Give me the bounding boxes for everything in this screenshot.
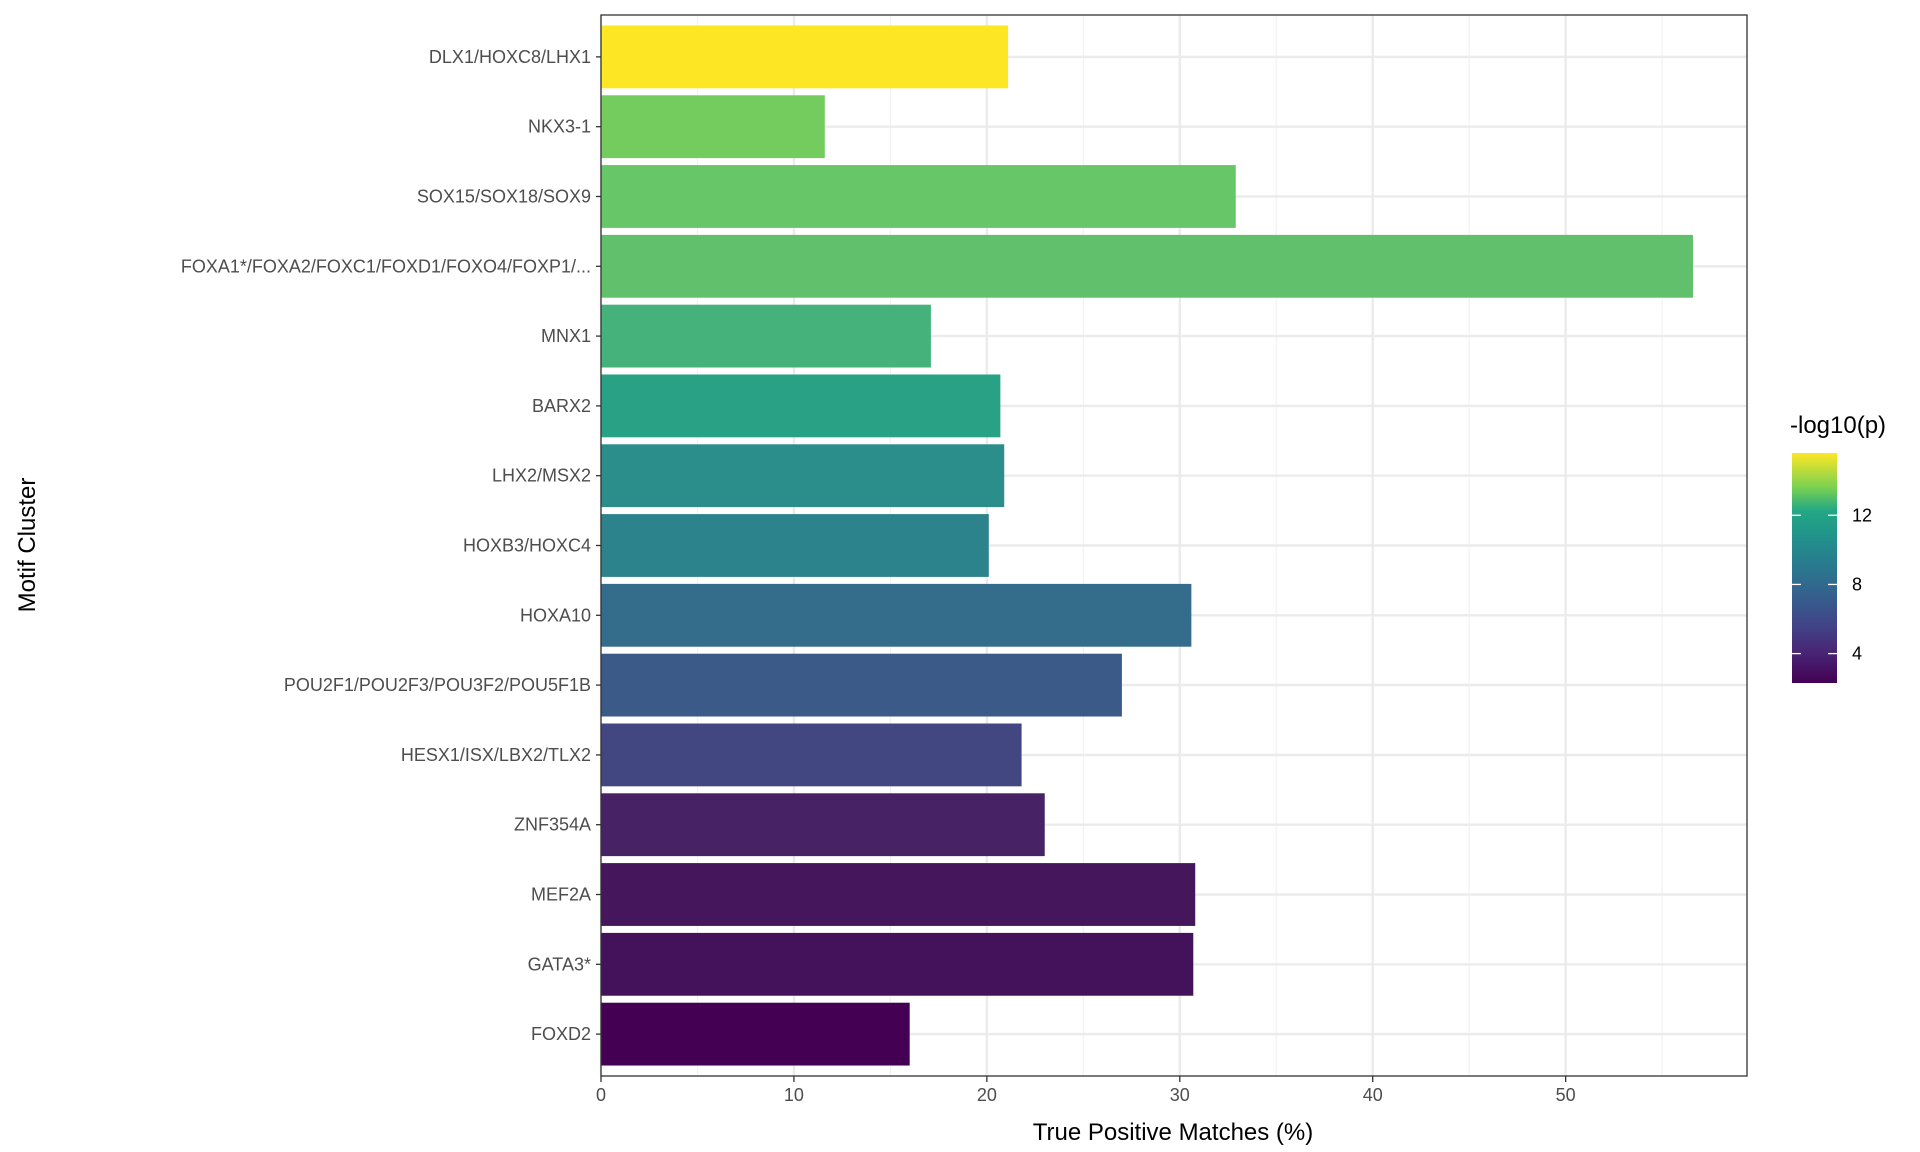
legend-colorbar bbox=[1792, 453, 1837, 683]
bar bbox=[601, 444, 1005, 508]
x-tick-label: 0 bbox=[596, 1085, 606, 1105]
x-axis-title: True Positive Matches (%) bbox=[1033, 1119, 1314, 1146]
y-tick-label: BARX2 bbox=[532, 396, 591, 416]
y-tick-label: GATA3* bbox=[528, 954, 591, 974]
bar bbox=[601, 514, 989, 577]
y-axis: DLX1/HOXC8/LHX1 NKX3-1 SOX15/SOX18/SOX9 FOX… bbox=[181, 47, 601, 1044]
bar bbox=[601, 374, 1001, 438]
bar bbox=[601, 234, 1693, 298]
bar bbox=[601, 932, 1194, 996]
x-tick-label: 50 bbox=[1556, 1085, 1576, 1105]
bars bbox=[601, 25, 1693, 1066]
y-tick-label: ZNF354A bbox=[514, 815, 591, 835]
legend-tick-label: 4 bbox=[1852, 644, 1862, 664]
legend: -log10(p) 4 8 12 bbox=[1790, 412, 1886, 683]
bar bbox=[601, 653, 1122, 717]
bar bbox=[601, 583, 1192, 647]
y-tick-label: FOXD2 bbox=[531, 1024, 591, 1044]
x-tick-label: 30 bbox=[1170, 1085, 1190, 1105]
legend-tick-label: 8 bbox=[1852, 574, 1862, 594]
bar bbox=[601, 25, 1009, 89]
y-tick-label: HOXA10 bbox=[520, 605, 591, 625]
x-tick-label: 10 bbox=[784, 1085, 804, 1105]
x-tick-label: 20 bbox=[977, 1085, 997, 1105]
bar bbox=[601, 1002, 910, 1066]
y-tick-label: LHX2/MSX2 bbox=[492, 466, 591, 486]
x-axis: 0 10 20 30 40 50 bbox=[596, 1076, 1576, 1105]
legend-tick-label: 12 bbox=[1852, 505, 1872, 525]
y-tick-label: NKX3-1 bbox=[528, 117, 591, 137]
y-tick-label: DLX1/HOXC8/LHX1 bbox=[429, 47, 591, 67]
x-tick-label: 40 bbox=[1363, 1085, 1383, 1105]
y-tick-label: SOX15/SOX18/SOX9 bbox=[417, 186, 591, 206]
bar bbox=[601, 304, 931, 368]
bar bbox=[601, 793, 1045, 857]
y-tick-label: HESX1/ISX/LBX2/TLX2 bbox=[401, 745, 591, 765]
y-tick-label: POU2F1/POU2F3/POU3F2/POU5F1B bbox=[284, 675, 591, 695]
bar bbox=[601, 863, 1196, 926]
y-axis-title: Motif Cluster bbox=[14, 478, 41, 613]
bar bbox=[601, 95, 825, 159]
y-tick-label: MEF2A bbox=[531, 885, 591, 905]
legend-title: -log10(p) bbox=[1790, 412, 1886, 439]
y-tick-label: MNX1 bbox=[541, 326, 591, 346]
bar bbox=[601, 723, 1022, 787]
y-tick-label: HOXB3/HOXC4 bbox=[463, 536, 591, 556]
bar bbox=[601, 165, 1236, 228]
y-tick-label: FOXA1*/FOXA2/FOXC1/FOXD1/FOXO4/FOXP1/... bbox=[181, 256, 591, 276]
